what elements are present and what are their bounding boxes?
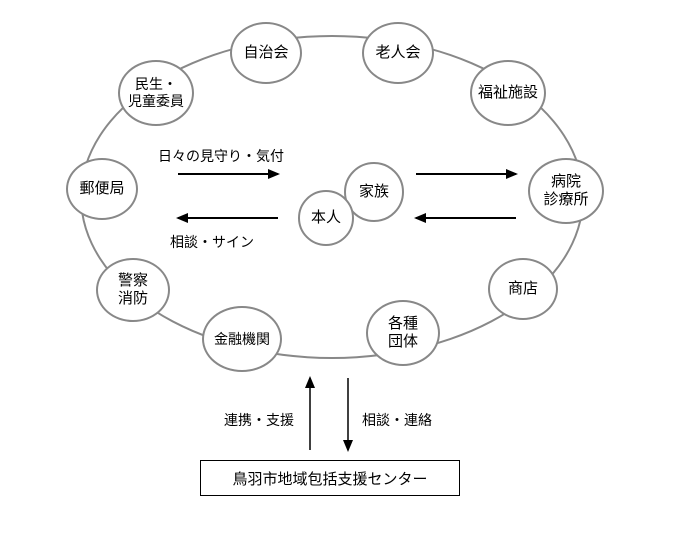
label-soudan: 相談・サイン: [170, 232, 254, 252]
ring-node-shouten: 商店: [488, 258, 558, 320]
label-renraku: 相談・連絡: [362, 410, 432, 430]
ring-node-yubin: 郵便局: [66, 158, 138, 220]
ring-node-minsei: 民生・ 児童委員: [118, 60, 194, 126]
diagram-canvas: 自治会老人会民生・ 児童委員 福祉施設郵便局 病院 診療所警察 消防 商店金融機関 各種…: [0, 0, 680, 533]
ring-node-byouin: 病院 診療所: [528, 158, 604, 224]
ring-node-dantai: 各種 団体: [366, 300, 440, 366]
support-center-label: 鳥羽市地域包括支援センター: [232, 468, 427, 489]
center-node-self: 本人: [298, 190, 354, 246]
ring-node-jichikai: 自治会: [230, 22, 302, 84]
ring-node-kinyu: 金融機関: [202, 306, 282, 372]
ring-node-roujinkai: 老人会: [362, 22, 434, 84]
ring-node-keisatsu: 警察 消防: [96, 258, 170, 322]
ring-node-fukushi: 福祉施設: [470, 60, 546, 126]
label-mimamori: 日々の見守り・気付: [158, 146, 284, 166]
support-center-box: 鳥羽市地域包括支援センター: [200, 460, 460, 496]
label-renkei: 連携・支援: [224, 410, 294, 430]
